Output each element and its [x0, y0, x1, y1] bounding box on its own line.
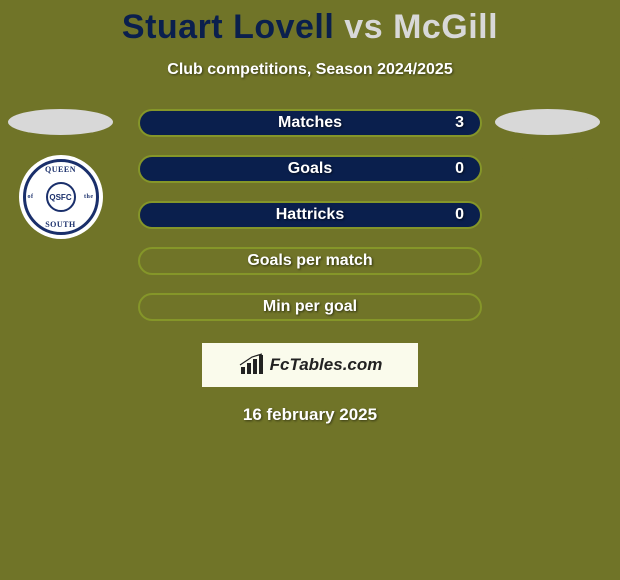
left-badges: QUEEN SOUTH of the QSFC: [8, 109, 113, 239]
stat-bar: Hattricks 0: [138, 201, 482, 229]
team-badge-placeholder: [495, 157, 600, 183]
stat-label: Hattricks: [276, 206, 344, 224]
badge-ring: QUEEN SOUTH of the QSFC: [23, 159, 99, 235]
stat-bar: Goals per match: [138, 247, 482, 275]
comparison-panel: QUEEN SOUTH of the QSFC Matches3Goals0Ha…: [0, 109, 620, 321]
stat-bar: Min per goal: [138, 293, 482, 321]
badge-text-left: of: [28, 194, 34, 200]
brand-logo: FcTables.com: [202, 343, 418, 387]
player2-name: McGill: [393, 8, 498, 46]
stat-value: 0: [455, 160, 464, 178]
stat-value: 3: [455, 114, 464, 132]
stat-bar: Goals 0: [138, 155, 482, 183]
page-title: Stuart Lovell vs McGill: [0, 0, 620, 47]
stat-label: Goals: [288, 160, 332, 178]
team-badge-queen-of-south: QUEEN SOUTH of the QSFC: [19, 155, 103, 239]
brand-text: FcTables.com: [270, 355, 383, 375]
badge-center-text: QSFC: [49, 193, 71, 202]
right-badges: [495, 109, 600, 183]
badge-text-top: QUEEN: [45, 165, 76, 174]
chart-icon: [238, 353, 266, 377]
player2-avatar-placeholder: [495, 109, 600, 135]
badge-text-right: the: [84, 194, 94, 200]
stat-label: Matches: [278, 114, 342, 132]
stat-label: Min per goal: [263, 298, 357, 316]
subtitle: Club competitions, Season 2024/2025: [0, 61, 620, 79]
player1-name: Stuart Lovell: [122, 8, 334, 46]
badge-center: QSFC: [46, 182, 76, 212]
stat-bars: Matches 3 Goals 0 Hattricks 0 Goals per match M…: [138, 109, 482, 321]
stat-label: Goals per match: [247, 252, 372, 270]
stat-value: 0: [455, 206, 464, 224]
badge-text-bottom: SOUTH: [45, 220, 76, 229]
stat-bar: Matches 3: [138, 109, 482, 137]
date-label: 16 february 2025: [0, 405, 620, 425]
vs-separator: vs: [344, 8, 383, 46]
player1-avatar-placeholder: [8, 109, 113, 135]
